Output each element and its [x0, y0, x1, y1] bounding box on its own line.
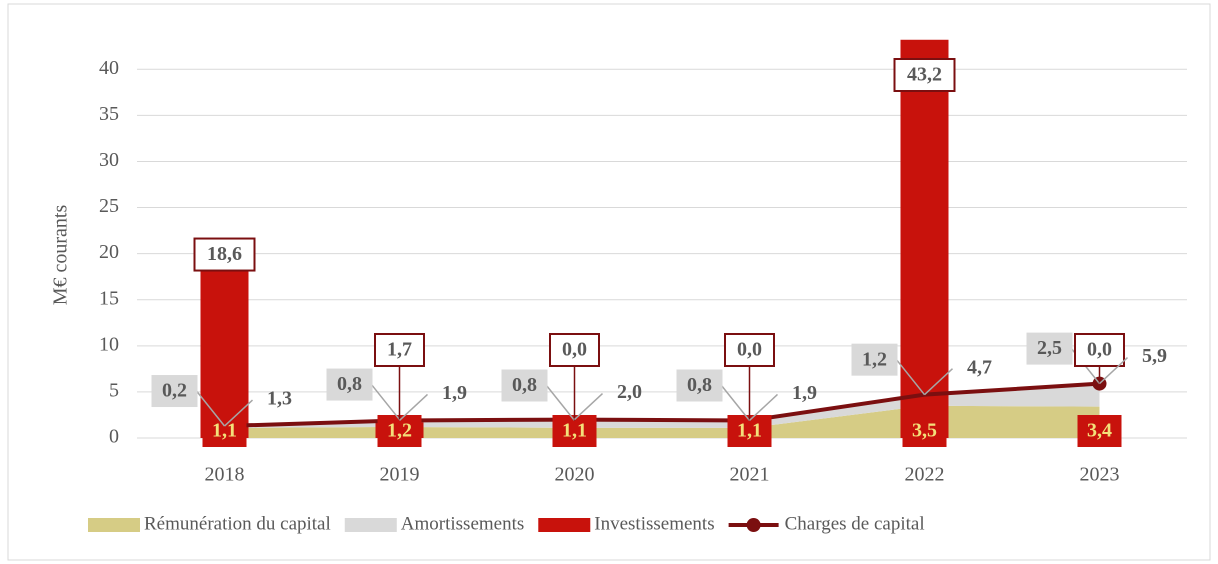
leader: [223, 399, 254, 427]
bar-label: 43,2: [907, 64, 942, 86]
leader: [573, 393, 604, 421]
area-label-box: [326, 368, 373, 401]
bar-label-box: [193, 237, 256, 272]
bar-label-box: [1074, 333, 1125, 367]
line-label: 2,0: [617, 381, 642, 403]
x-tick-label: 2019: [380, 464, 420, 486]
y-tick-label: 40: [99, 57, 119, 79]
line-label: 5,9: [1142, 345, 1167, 367]
line-label: 1,3: [267, 388, 292, 410]
line-label: 1,9: [442, 382, 467, 404]
legend-swatch: [88, 518, 140, 532]
legend-swatch: [344, 518, 397, 532]
legend-swatch: [746, 518, 761, 532]
leader: [398, 393, 429, 422]
area-label: 0,8: [337, 373, 362, 395]
area-label: 2,5: [1037, 337, 1062, 359]
bar-label: 0,0: [562, 339, 587, 361]
leader: [370, 384, 401, 421]
leader: [195, 390, 226, 427]
area-label: 1,1: [737, 420, 762, 442]
line-label: 4,7: [967, 356, 992, 378]
bar-label: 18,6: [207, 243, 242, 265]
area-label-box: [202, 415, 247, 447]
leader: [720, 385, 751, 421]
bar-label: 0,0: [1087, 339, 1112, 361]
y-tick-label: 30: [99, 149, 119, 171]
area-label: 3,5: [912, 420, 937, 442]
bar: [900, 39, 949, 439]
legend-swatch: [538, 518, 591, 532]
y-tick-label: 20: [99, 241, 119, 263]
area-label-box: [1077, 415, 1122, 447]
x-tick-label: 2021: [730, 464, 770, 486]
y-tick-label: 10: [99, 333, 119, 355]
legend-label: Rémunération du capital: [144, 513, 331, 534]
legend-label: Amortissements: [401, 513, 525, 534]
area-label: 1,2: [387, 420, 412, 442]
chart-frame: [7, 3, 1211, 561]
bar-label-box: [549, 333, 600, 367]
area-label: 1,1: [212, 420, 237, 442]
line-label: 1,9: [792, 382, 817, 404]
area-label-box: [851, 343, 898, 376]
y-tick-label: 25: [99, 195, 119, 217]
area-label-box: [501, 369, 548, 402]
line: [224, 381, 1100, 429]
leader: [895, 359, 926, 396]
leader: [923, 368, 954, 396]
y-tick-label: 35: [99, 103, 119, 125]
bar-label: 0,0: [737, 339, 762, 361]
area: [224, 405, 1100, 438]
bar-label-box: [893, 58, 956, 92]
bar-label: 1,7: [387, 339, 412, 361]
bar-label-box: [374, 333, 425, 367]
legend-label: Investissements: [594, 513, 714, 534]
area-label-box: [902, 415, 947, 447]
legend-label: Charges de capital: [785, 513, 925, 534]
y-axis-label: M€ courants: [50, 205, 72, 306]
area-label: 1,1: [562, 420, 587, 442]
leader: [545, 385, 576, 421]
bar: [200, 266, 249, 438]
area-label: 0,8: [512, 374, 537, 396]
x-tick-label: 2022: [905, 464, 945, 486]
area-label: 1,2: [862, 348, 887, 370]
leader: [748, 393, 779, 422]
x-tick-label: 2018: [205, 464, 245, 486]
area-label-box: [1026, 332, 1073, 365]
y-tick-label: 15: [99, 287, 119, 309]
x-tick-label: 2020: [555, 464, 595, 486]
bar-label-box: [724, 333, 775, 367]
area-label-box: [151, 375, 198, 408]
y-tick-label: 0: [109, 426, 119, 448]
area-label: 0,8: [687, 374, 712, 396]
x-tick-label: 2023: [1080, 464, 1120, 486]
area-label: 0,2: [162, 380, 187, 402]
leader: [1098, 357, 1129, 385]
area-label-box: [676, 369, 723, 402]
y-tick-label: 5: [109, 380, 119, 402]
area-label: 3,4: [1087, 420, 1112, 442]
